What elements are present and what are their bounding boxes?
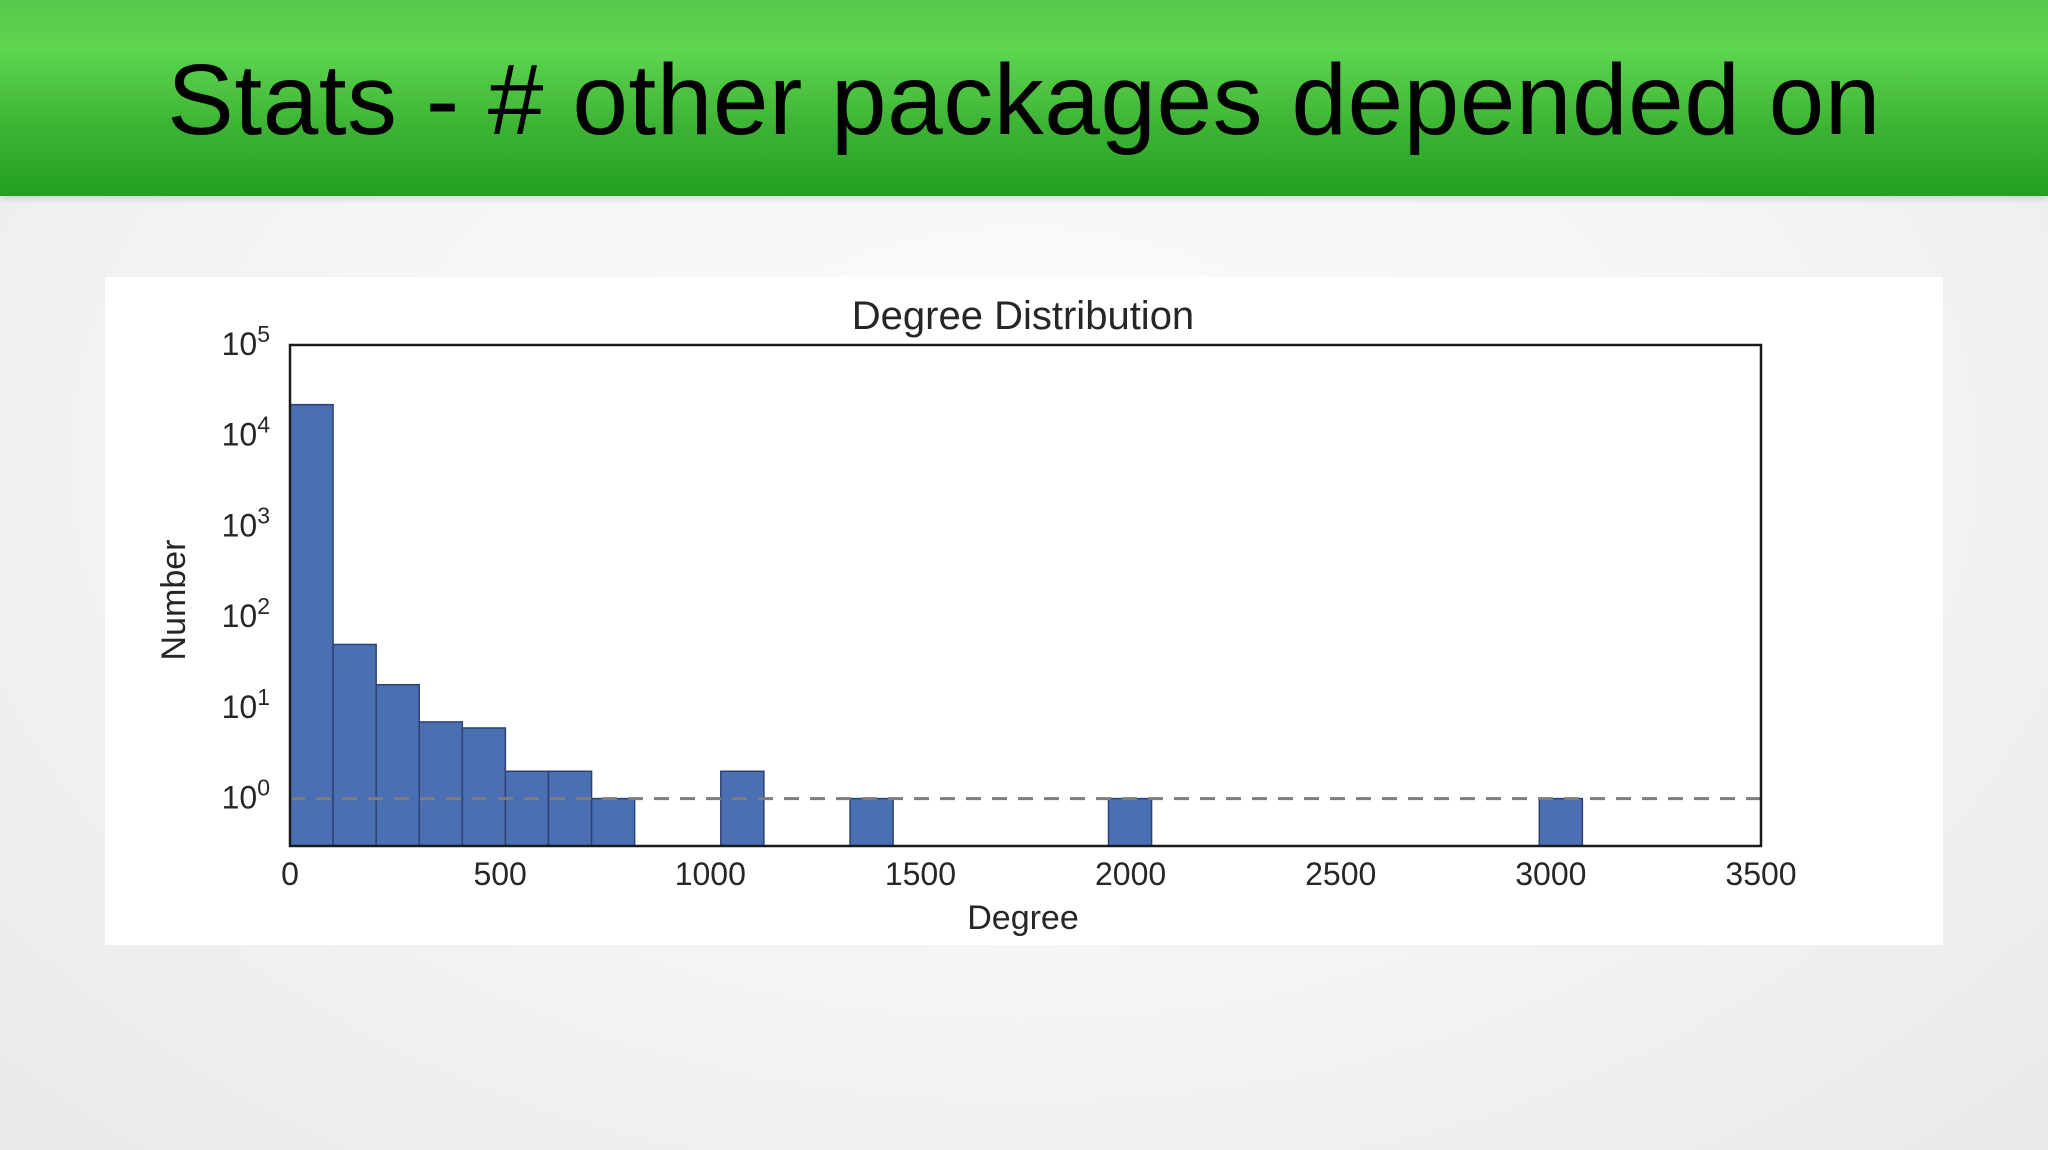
y-tick-label: 105 <box>222 321 270 362</box>
chart-title: Degree Distribution <box>852 294 1194 338</box>
x-axis-label: Degree <box>967 899 1079 937</box>
histogram-bar <box>375 683 420 847</box>
y-axis-label: Number <box>155 540 193 661</box>
histogram-bar <box>547 770 593 847</box>
y-tick-label: 101 <box>222 684 270 725</box>
degree-distribution-chart: Degree Distribution 0 500 1000 1500 2000 2500… <box>155 294 1797 937</box>
x-tick-label: 3500 <box>1725 856 1796 892</box>
histogram-bar <box>418 721 464 847</box>
histogram-bar <box>461 727 507 847</box>
x-tick-label: 500 <box>473 856 526 892</box>
histogram-bar <box>1107 797 1153 847</box>
histogram-bar <box>720 770 765 847</box>
y-tick-label: 103 <box>222 502 270 543</box>
y-tick-label: 100 <box>222 775 270 816</box>
histogram-bar <box>289 403 334 847</box>
x-tick-label: 2500 <box>1305 856 1376 892</box>
histogram-bar <box>1538 797 1584 847</box>
histogram-bar <box>332 643 377 847</box>
x-ticks: 0 500 1000 1500 2000 2500 3000 3500 <box>281 856 1796 892</box>
x-tick-label: 3000 <box>1515 856 1586 892</box>
y-tick-label: 102 <box>222 593 270 634</box>
x-tick-label: 1500 <box>885 856 956 892</box>
histogram-bar <box>504 770 550 847</box>
histogram-bar <box>590 797 636 847</box>
x-tick-label: 0 <box>281 856 299 892</box>
plot-frame <box>288 343 1763 848</box>
bars-layer <box>289 403 1584 847</box>
y-tick-label: 104 <box>222 412 271 453</box>
x-tick-label: 2000 <box>1095 856 1166 892</box>
histogram-bar <box>849 797 894 847</box>
slide-title: Stats - # other packages depended on <box>167 43 1881 156</box>
y-ticks: 100 101 102 103 104 105 <box>222 321 271 816</box>
slide-title-bar: Stats - # other packages depended on <box>0 0 2048 196</box>
chart-panel: Degree Distribution 0 500 1000 1500 2000 2500… <box>105 277 1943 945</box>
x-tick-label: 1000 <box>675 856 746 892</box>
